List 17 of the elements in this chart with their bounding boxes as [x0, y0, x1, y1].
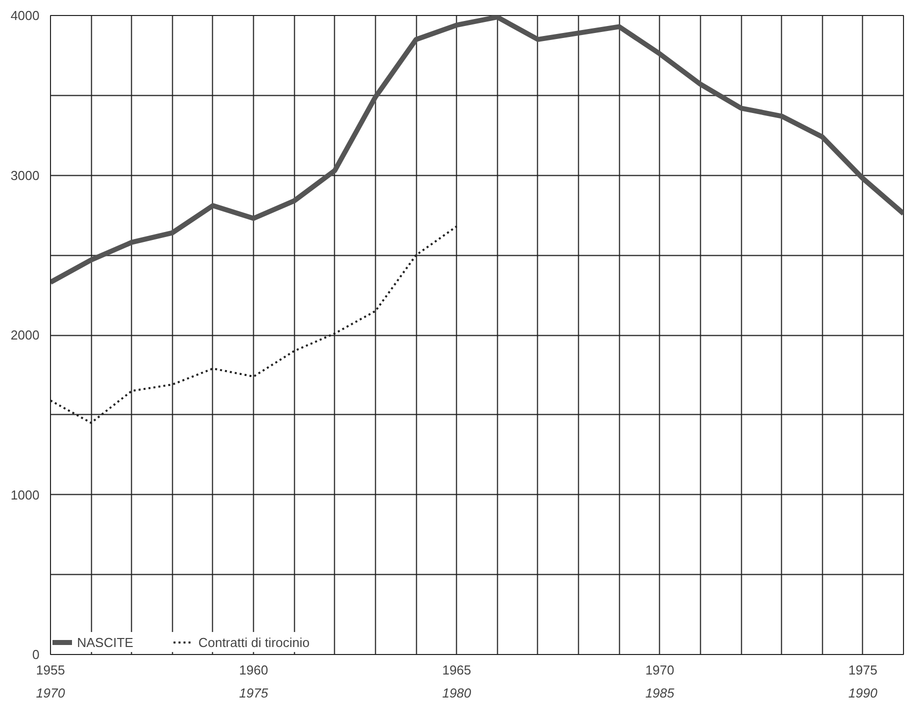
x-tick-label: 1955: [36, 662, 65, 678]
x2-tick-label: 1985: [645, 686, 676, 700]
legend-label: Contratti di tirocinio: [198, 634, 310, 650]
y-tick-label: 2000: [10, 328, 40, 342]
y-tick-label: 3000: [10, 168, 40, 183]
x-tick-label: 1960: [239, 662, 268, 678]
x2-tick-label: 1975: [239, 686, 269, 700]
y-tick-label: 0: [32, 647, 40, 662]
x2-tick-label: 1980: [442, 686, 472, 700]
x-tick-label: 1975: [848, 662, 878, 678]
x-tick-label: 1970: [645, 662, 674, 678]
x2-tick-label: 1970: [36, 686, 66, 700]
y-tick-label: 4000: [10, 8, 40, 23]
x-tick-label: 1965: [442, 662, 472, 678]
legend-label: NASCITE: [77, 634, 134, 650]
x2-tick-label: 1990: [848, 686, 878, 700]
y-tick-label: 1000: [10, 487, 40, 502]
